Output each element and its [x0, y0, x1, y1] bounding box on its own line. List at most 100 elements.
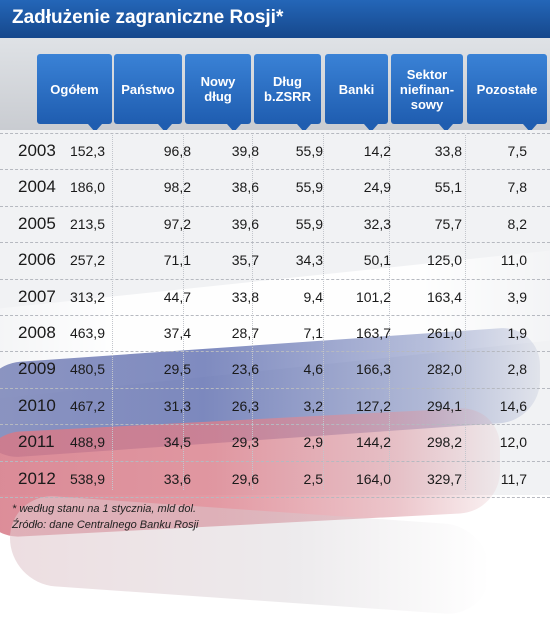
- row-separator: [0, 169, 550, 170]
- row-separator: [0, 206, 550, 207]
- table-cell: 44,7: [163, 289, 191, 305]
- row-separator: [0, 461, 550, 462]
- table-cell: 152,3: [69, 143, 105, 159]
- table-cell: 26,3: [231, 398, 259, 414]
- table-cell: 33,6: [163, 471, 191, 487]
- footnote-note: * według stanu na 1 stycznia, mld dol.: [12, 503, 197, 515]
- table-cell: 186,0: [69, 179, 105, 195]
- table-cell: 3,2: [303, 398, 323, 414]
- table-cell: 12,0: [499, 434, 527, 450]
- row-separator: [0, 133, 550, 134]
- row-year-label: 2010: [18, 396, 56, 415]
- table-cell: 213,5: [69, 216, 105, 232]
- column-separator: [389, 135, 390, 490]
- table-cell: 38,6: [231, 179, 259, 195]
- table-cell: 329,7: [426, 471, 462, 487]
- chart-title: Zadłużenie zagraniczne Rosji*: [12, 7, 284, 28]
- column-header: Nowy dług: [185, 54, 251, 132]
- table-cell: 4,6: [303, 361, 323, 377]
- title-bar: Zadłużenie zagraniczne Rosji*: [0, 0, 550, 38]
- table-cell: 3,9: [507, 289, 527, 305]
- table-cell: 55,9: [295, 179, 323, 195]
- column-header: Banki: [325, 54, 388, 132]
- column-header: Dług b.ZSRR: [254, 54, 321, 132]
- table-cell: 14,6: [499, 398, 527, 414]
- table-cell: 14,2: [363, 143, 391, 159]
- table-cell: 2,5: [303, 471, 323, 487]
- table-cell: 163,7: [355, 325, 391, 341]
- row-year-label: 2004: [18, 177, 56, 196]
- table-cell: 2,9: [303, 434, 323, 450]
- table-cell: 55,9: [295, 216, 323, 232]
- table-cell: 34,5: [163, 434, 191, 450]
- table-cell: 96,8: [163, 143, 191, 159]
- table-cell: 11,7: [500, 471, 527, 487]
- table-cell: 32,3: [363, 216, 391, 232]
- row-year-label: 2003: [18, 141, 56, 160]
- row-separator: [0, 424, 550, 425]
- row-separator: [0, 351, 550, 352]
- table-cell: 9,4: [303, 289, 323, 305]
- table-cell: 7,5: [507, 143, 527, 159]
- table-cell: 125,0: [426, 252, 462, 268]
- table-cell: 261,0: [426, 325, 462, 341]
- table-cell: 538,9: [69, 471, 105, 487]
- table-cell: 8,2: [507, 216, 527, 232]
- table-cell: 101,2: [355, 289, 391, 305]
- column-separator: [112, 135, 113, 490]
- table-cell: 71,1: [163, 252, 191, 268]
- table-cell: 37,4: [163, 325, 191, 341]
- table-cell: 2,8: [507, 361, 527, 377]
- column-separator: [323, 135, 324, 490]
- table-cell: 33,8: [231, 289, 259, 305]
- table-cell: 127,2: [355, 398, 391, 414]
- row-year-label: 2012: [18, 469, 56, 488]
- table-cell: 7,1: [303, 325, 323, 341]
- table-cell: 28,7: [231, 325, 259, 341]
- table-cell: 164,0: [355, 471, 391, 487]
- table-cell: 467,2: [69, 398, 105, 414]
- row-separator: [0, 497, 550, 498]
- row-separator: [0, 315, 550, 316]
- row-separator: [0, 242, 550, 243]
- column-header: Ogółem: [37, 54, 112, 132]
- row-year-label: 2006: [18, 250, 56, 269]
- table-cell: 29,5: [163, 361, 191, 377]
- table-cell: 33,8: [434, 143, 462, 159]
- table-cell: 29,3: [231, 434, 259, 450]
- row-year-label: 2011: [18, 432, 55, 451]
- table-cell: 1,9: [507, 325, 527, 341]
- table-cell: 463,9: [69, 325, 105, 341]
- table-cell: 294,1: [426, 398, 462, 414]
- table-cell: 50,1: [363, 252, 391, 268]
- row-separator: [0, 279, 550, 280]
- table-cell: 29,6: [231, 471, 259, 487]
- table-cell: 11,0: [500, 252, 527, 268]
- table-cell: 163,4: [426, 289, 462, 305]
- table-cell: 166,3: [355, 361, 391, 377]
- table-cell: 98,2: [163, 179, 191, 195]
- table-cell: 34,3: [295, 252, 323, 268]
- column-separator: [252, 135, 253, 490]
- table-cell: 55,1: [434, 179, 462, 195]
- table-cell: 75,7: [434, 216, 462, 232]
- column-separator: [183, 135, 184, 490]
- column-header: Sektor niefinan- sowy: [391, 54, 463, 132]
- table-cell: 282,0: [426, 361, 462, 377]
- table-cell: 39,8: [231, 143, 259, 159]
- row-year-label: 2005: [18, 214, 56, 233]
- table-cell: 7,8: [507, 179, 527, 195]
- table-cell: 313,2: [69, 289, 105, 305]
- column-separator: [465, 135, 466, 490]
- row-year-label: 2009: [18, 359, 56, 378]
- table-cell: 24,9: [363, 179, 391, 195]
- table-cell: 23,6: [231, 361, 259, 377]
- table-cell: 97,2: [163, 216, 191, 232]
- table-cell: 39,6: [231, 216, 259, 232]
- table-cell: 257,2: [69, 252, 105, 268]
- column-header: Pozostałe: [467, 54, 547, 132]
- table-area: [0, 130, 550, 617]
- table-cell: 35,7: [231, 252, 259, 268]
- table-cell: 55,9: [295, 143, 323, 159]
- footnote-source: Źródło: dane Centralnego Banku Rosji: [12, 519, 199, 531]
